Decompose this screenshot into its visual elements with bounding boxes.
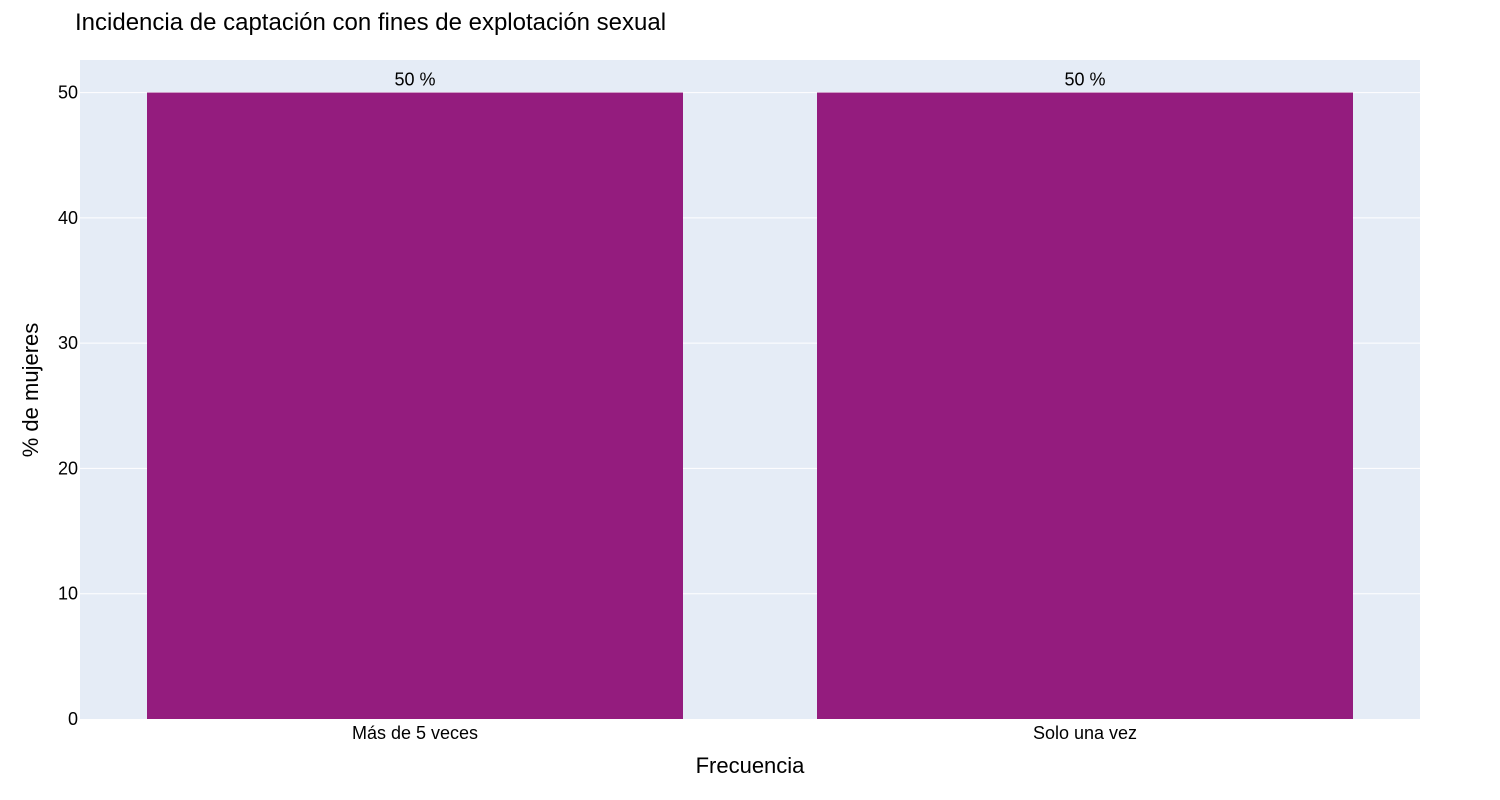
y-tick-label: 50 [58, 83, 78, 103]
y-tick-label: 0 [68, 709, 78, 729]
chart-title: Incidencia de captación con fines de exp… [75, 9, 666, 36]
bar-data-label: 50 % [394, 70, 435, 90]
bar [817, 92, 1353, 719]
y-tick-label: 30 [58, 333, 78, 353]
bars [147, 92, 1353, 719]
bar [147, 92, 683, 719]
y-axis-ticks: 0 10 20 30 40 50 [58, 83, 78, 729]
x-axis-title: Frecuencia [696, 753, 806, 778]
x-tick-label: Solo una vez [1033, 723, 1137, 743]
y-tick-label: 40 [58, 208, 78, 228]
bar-data-label: 50 % [1064, 70, 1105, 90]
y-tick-label: 20 [58, 458, 78, 478]
y-tick-label: 10 [58, 584, 78, 604]
data-labels: 50 % 50 % [394, 70, 1105, 90]
x-tick-label: Más de 5 veces [352, 723, 478, 743]
y-axis-title: % de mujeres [18, 323, 43, 458]
x-axis-labels: Más de 5 veces Solo una vez [352, 723, 1137, 743]
